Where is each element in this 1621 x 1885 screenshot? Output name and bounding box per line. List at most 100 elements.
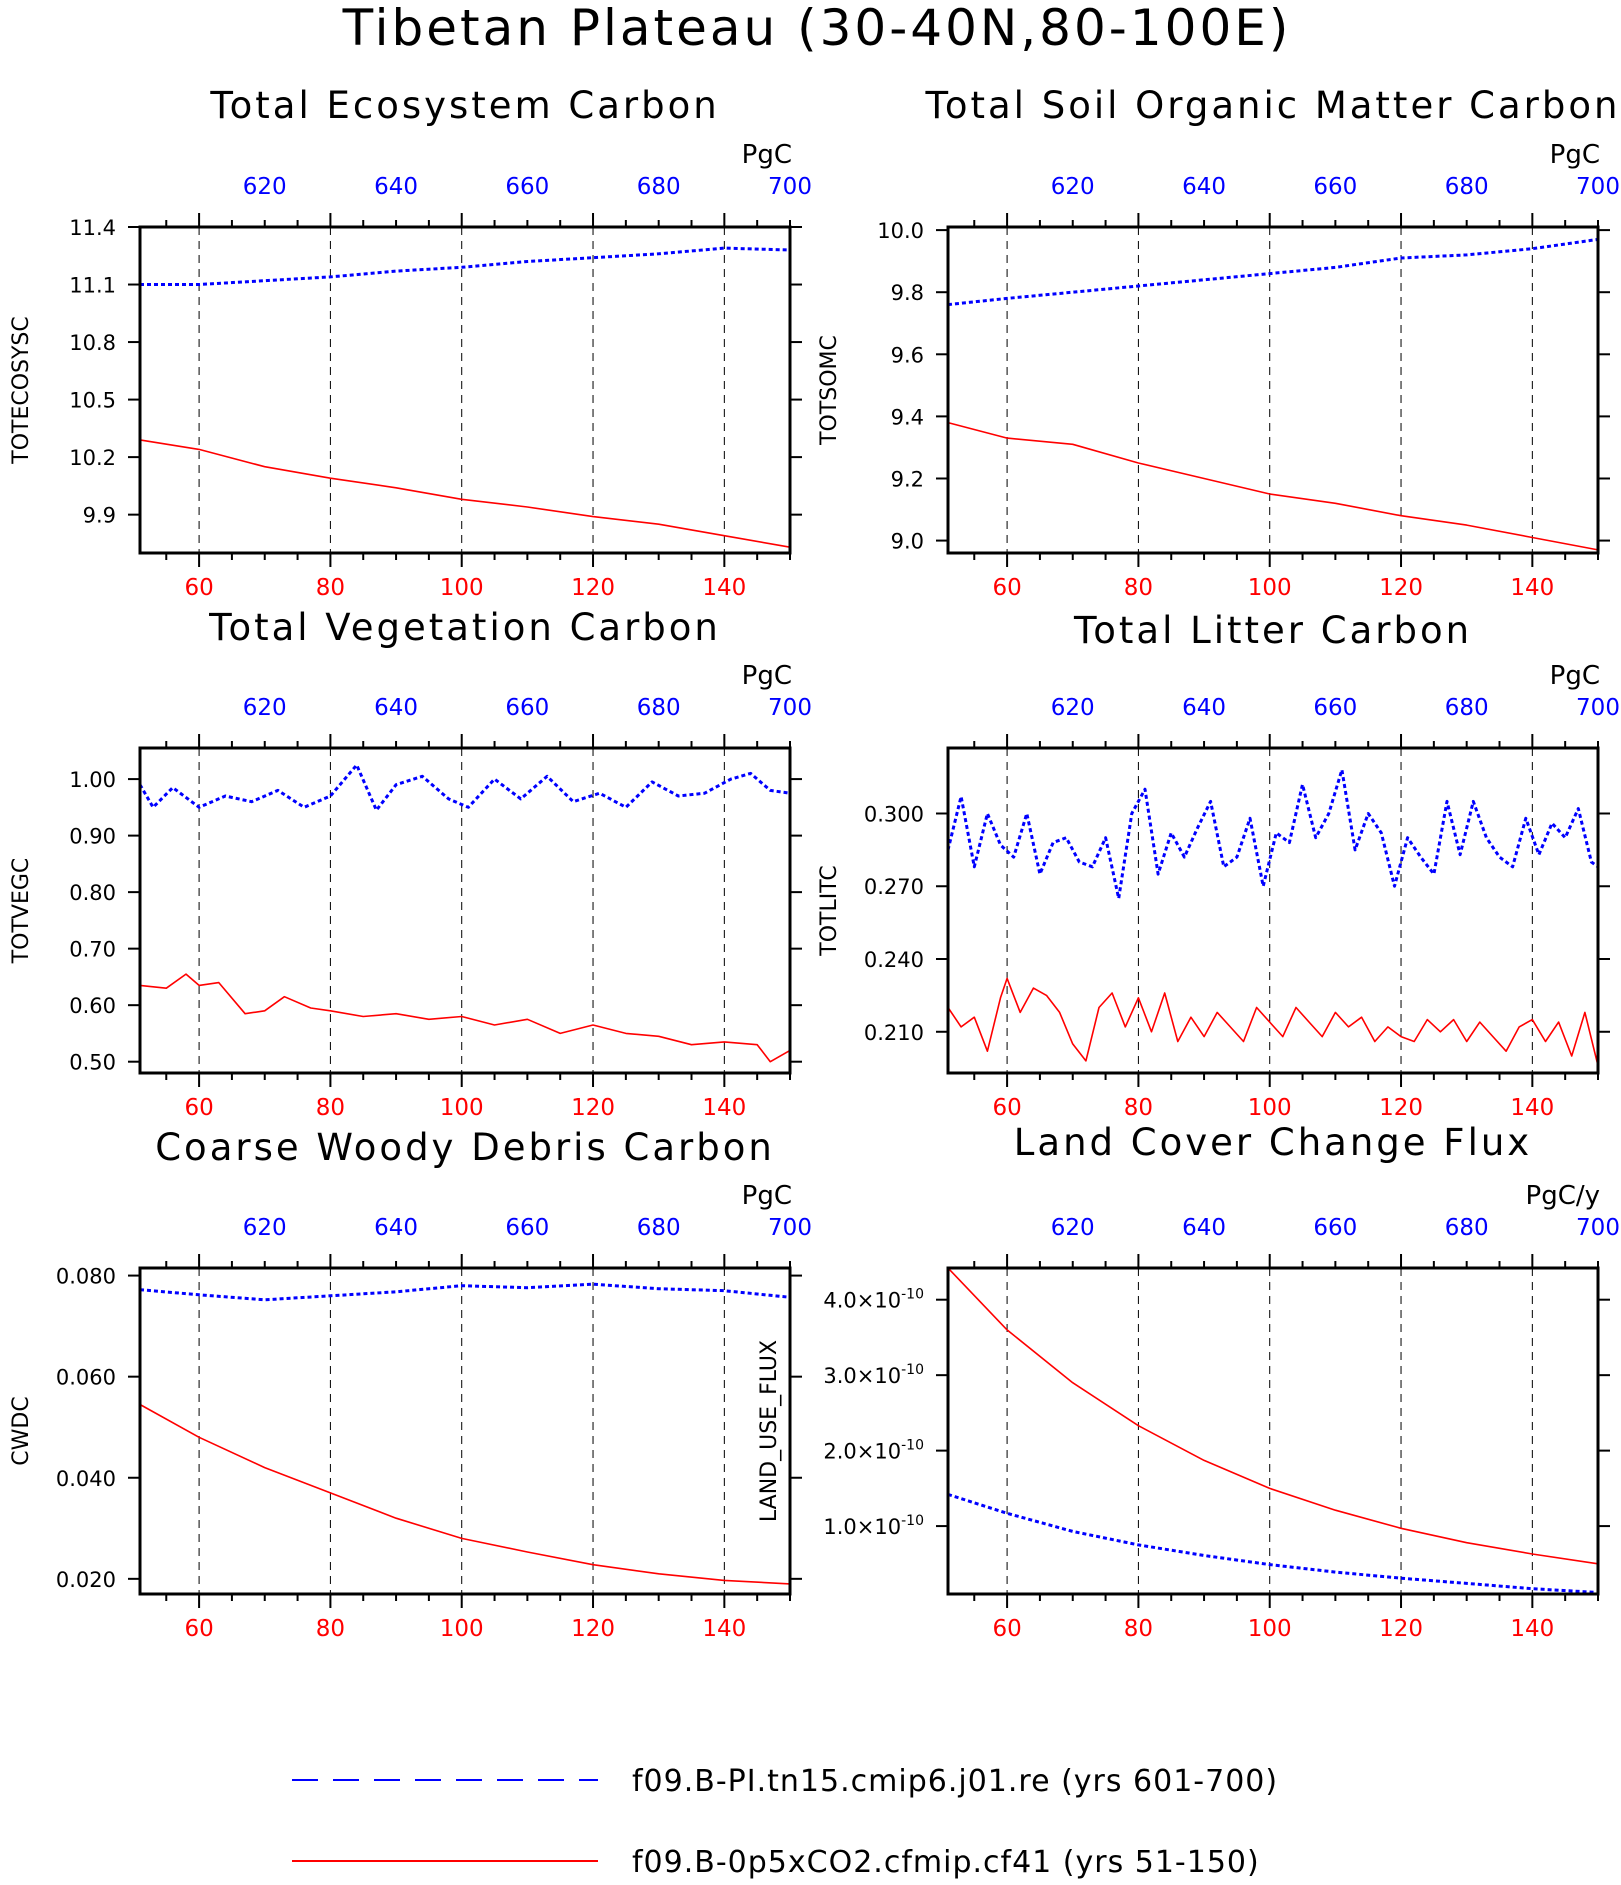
- x-tick-label-bottom: 60: [184, 1616, 213, 1642]
- plot-frame: [138, 225, 792, 555]
- y-tick-label: 9.4: [891, 405, 924, 429]
- y-tick-label: 1.0×10-10: [823, 1513, 924, 1539]
- y-tick-label: 0.70: [69, 938, 116, 962]
- x-tick-label-bottom: 120: [571, 1095, 615, 1121]
- figure-title: Tibetan Plateau (30-40N,80-100E): [342, 0, 1292, 57]
- x-tick-label-top: 700: [1576, 1215, 1620, 1241]
- y-tick-times-ten: ×10: [857, 1289, 901, 1313]
- chart-panel-5: Coarse Woody Debris Carbon 60 80 100 120 140 6…: [9, 1126, 812, 1642]
- y-tick-label: 9.6: [891, 343, 924, 367]
- y-tick-label: 9.8: [891, 281, 924, 305]
- y-tick-exponent: -10: [901, 1438, 924, 1454]
- x-tick-label-top: 620: [243, 1215, 287, 1241]
- series-line-experiment: [139, 973, 791, 1063]
- y-tick-label: 9.2: [891, 467, 924, 491]
- y-tick-label: 11.4: [69, 216, 116, 240]
- y-tick-exponent: -10: [901, 1362, 924, 1378]
- x-tick-label-top: 640: [374, 174, 418, 200]
- x-tick-label-top: 680: [1445, 695, 1489, 721]
- y-tick-times-ten: ×10: [857, 1364, 901, 1388]
- x-tick-label-top: 700: [768, 1215, 812, 1241]
- y-tick-times-ten: ×10: [857, 1515, 901, 1539]
- y-tick-label: 9.9: [83, 504, 116, 528]
- panel-title: Coarse Woody Debris Carbon: [155, 1126, 775, 1169]
- y-tick-label: 0.040: [56, 1467, 116, 1491]
- chart-panel-3: Total Vegetation Carbon 60 80 100 120 140 620 6…: [9, 606, 812, 1121]
- x-tick-label-top: 620: [1051, 174, 1095, 200]
- plot-frame: [138, 1266, 792, 1596]
- panel-title: Total Vegetation Carbon: [208, 606, 721, 649]
- x-tick-label-bottom: 100: [1248, 1095, 1292, 1121]
- x-tick-label-bottom: 60: [992, 1616, 1021, 1642]
- y-tick-label: 0.240: [864, 948, 924, 972]
- y-tick-label: 2.0×10-10: [823, 1438, 924, 1464]
- x-tick-label-bottom: 140: [702, 575, 746, 601]
- x-tick-label-bottom: 140: [1510, 1616, 1554, 1642]
- y-tick-mantissa: 1.0: [823, 1515, 856, 1539]
- y-tick-label: 0.300: [864, 802, 924, 826]
- x-tick-label-top: 700: [768, 695, 812, 721]
- series-line-experiment: [139, 439, 791, 548]
- series-line-control: [138, 763, 791, 812]
- x-tick-label-bottom: 100: [1248, 575, 1292, 601]
- y-tick-label: 9.0: [891, 530, 924, 554]
- x-tick-label-top: 640: [374, 1215, 418, 1241]
- y-tick-label: 1.00: [69, 768, 116, 792]
- y-axis-label: TOTSOMC: [817, 335, 842, 446]
- x-tick-label-bottom: 80: [1124, 1095, 1153, 1121]
- panels: Total Ecosystem Carbon 60 80 100 120 140 620 64…: [9, 84, 1620, 1642]
- y-tick-label: 10.2: [69, 446, 116, 470]
- y-tick-label: 0.90: [69, 825, 116, 849]
- legend-label-control: f09.B-PI.tn15.cmip6.j01.re (yrs 601-700): [632, 1764, 1278, 1799]
- x-tick-label-bottom: 140: [702, 1095, 746, 1121]
- chart-panel-6: Land Cover Change Flux 60 80 100 120 140 620 64…: [757, 1121, 1620, 1642]
- unit-label: PgC: [742, 661, 792, 691]
- y-tick-label: 0.020: [56, 1568, 116, 1592]
- chart-panel-2: Total Soil Organic Matter Carbon 60 80 100 1…: [817, 84, 1620, 601]
- series-line-control: [140, 246, 791, 286]
- x-tick-label-bottom: 100: [440, 1616, 484, 1642]
- x-tick-label-bottom: 80: [316, 575, 345, 601]
- y-axis-label: LAND_USE_FLUX: [757, 1340, 782, 1522]
- chart-panel-1: Total Ecosystem Carbon 60 80 100 120 140 620 64…: [9, 84, 812, 601]
- x-tick-label-top: 660: [1313, 1215, 1357, 1241]
- series-line-control: [946, 768, 1599, 900]
- series-line-experiment: [947, 977, 1599, 1066]
- x-tick-label-bottom: 60: [184, 1095, 213, 1121]
- panel-title: Total Ecosystem Carbon: [209, 84, 719, 127]
- unit-label: PgC: [742, 1181, 792, 1211]
- x-tick-label-top: 660: [1313, 174, 1357, 200]
- x-tick-label-bottom: 100: [440, 1095, 484, 1121]
- x-tick-label-bottom: 120: [1379, 575, 1423, 601]
- x-tick-label-top: 700: [1576, 174, 1620, 200]
- x-tick-label-top: 640: [1182, 695, 1226, 721]
- unit-label: PgC: [1550, 140, 1600, 170]
- x-tick-label-bottom: 60: [184, 575, 213, 601]
- x-tick-label-top: 680: [1445, 174, 1489, 200]
- x-tick-label-top: 660: [505, 174, 549, 200]
- x-tick-label-bottom: 120: [571, 1616, 615, 1642]
- x-tick-label-top: 680: [1445, 1215, 1489, 1241]
- y-axis-label: TOTECOSYSC: [9, 316, 34, 465]
- y-tick-mantissa: 4.0: [823, 1289, 856, 1313]
- x-tick-label-top: 640: [1182, 174, 1226, 200]
- y-tick-label: 0.210: [864, 1021, 924, 1045]
- series-line-experiment: [139, 1403, 791, 1585]
- x-tick-label-top: 620: [243, 695, 287, 721]
- y-tick-label: 0.60: [69, 994, 116, 1018]
- x-tick-label-top: 620: [1051, 1215, 1095, 1241]
- x-tick-label-top: 620: [1051, 695, 1095, 721]
- series-line-control: [947, 1492, 1599, 1594]
- x-tick-label-top: 660: [505, 1215, 549, 1241]
- plot-frame: [138, 746, 792, 1075]
- panel-title: Total Litter Carbon: [1073, 609, 1472, 652]
- x-tick-label-bottom: 140: [1510, 1095, 1554, 1121]
- y-tick-label: 10.8: [69, 331, 116, 355]
- x-tick-label-bottom: 140: [702, 1616, 746, 1642]
- x-tick-label-top: 700: [1576, 695, 1620, 721]
- x-tick-label-top: 640: [1182, 1215, 1226, 1241]
- y-tick-mantissa: 3.0: [823, 1364, 856, 1388]
- y-tick-times-ten: ×10: [857, 1440, 901, 1464]
- panel-title: Land Cover Change Flux: [1014, 1121, 1532, 1164]
